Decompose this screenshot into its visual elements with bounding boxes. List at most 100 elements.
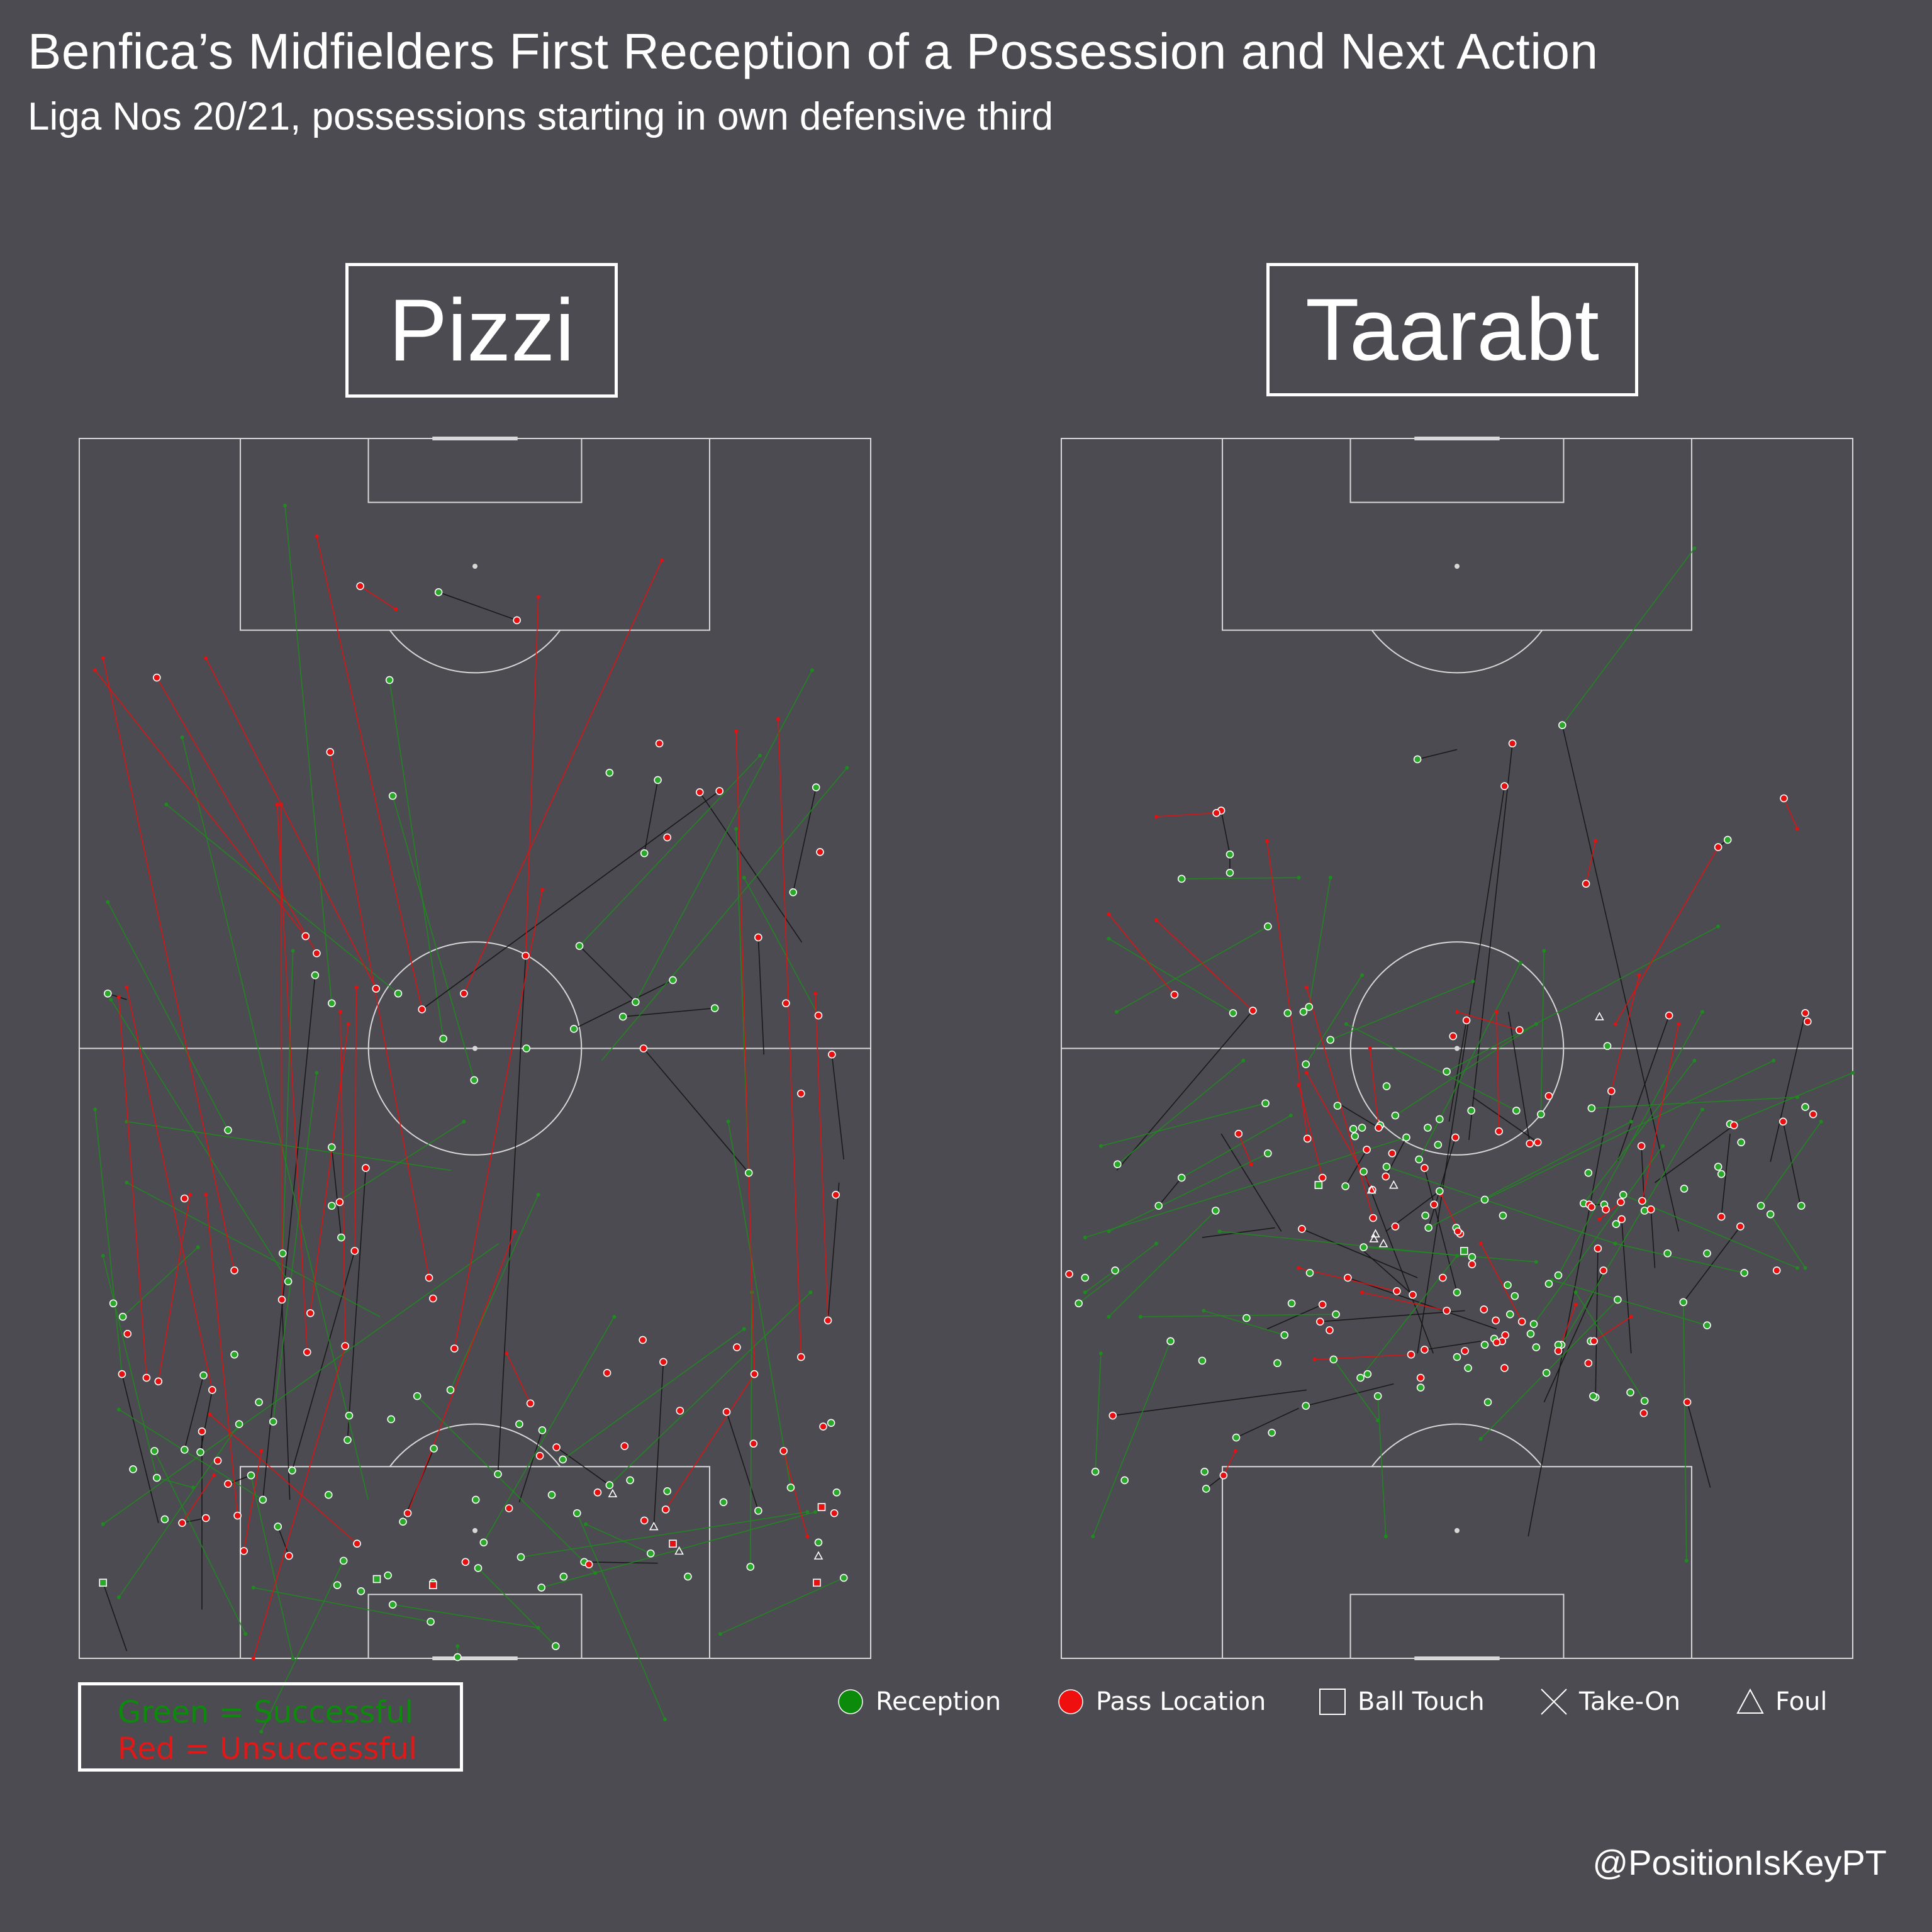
action-end-dot xyxy=(813,1510,817,1514)
action-end-dot xyxy=(1692,546,1697,550)
reception-marker xyxy=(1544,1280,1553,1288)
reception-marker xyxy=(1351,1132,1360,1141)
action-line-carry xyxy=(584,1561,658,1564)
reception-marker xyxy=(1373,1392,1382,1400)
action-end-dot xyxy=(1518,961,1522,965)
reception-marker-icon xyxy=(838,1689,863,1714)
reception-marker xyxy=(311,971,320,980)
legend-take-on: Take-On xyxy=(1540,1686,1680,1717)
reception-marker xyxy=(1382,1082,1391,1090)
action-line-success xyxy=(250,1475,294,1659)
action-end-dot xyxy=(101,1522,105,1526)
reception-marker xyxy=(1329,1355,1338,1364)
pass-location-marker xyxy=(749,1439,758,1448)
pass-location-marker xyxy=(1416,1373,1425,1382)
reception-marker xyxy=(109,1299,118,1308)
pass-location-marker xyxy=(513,616,521,625)
action-line-fail xyxy=(360,585,396,610)
action-end-dot xyxy=(1692,1058,1697,1063)
pass-location-marker xyxy=(1526,1139,1534,1148)
six-yard-box-bottom xyxy=(1349,1594,1565,1660)
action-line-success xyxy=(1085,1270,1116,1293)
action-line-carry xyxy=(1348,1277,1497,1330)
action-line-success xyxy=(94,1109,123,1375)
action-line-fail xyxy=(1223,1450,1236,1476)
action-line-carry xyxy=(199,1390,213,1453)
pass-location-marker xyxy=(224,1480,232,1488)
pass-location-marker xyxy=(341,1342,349,1350)
pass-location-marker xyxy=(1717,1212,1726,1221)
action-line-carry xyxy=(182,1517,206,1524)
action-line-success xyxy=(1540,951,1545,1115)
action-end-dot xyxy=(540,888,544,892)
pass-location-marker xyxy=(593,1488,602,1497)
pass-location-marker xyxy=(1714,843,1723,851)
reception-marker xyxy=(1198,1356,1207,1365)
pass-location-marker xyxy=(828,1050,836,1059)
pass-location-marker xyxy=(1382,1172,1390,1181)
reception-marker xyxy=(1505,1310,1514,1319)
pass-location-marker xyxy=(1393,1287,1401,1295)
action-end-dot xyxy=(734,729,739,734)
action-end-dot xyxy=(93,668,98,673)
pass-location-marker xyxy=(1639,1409,1648,1417)
action-line-fail xyxy=(1480,1243,1522,1322)
action-line-carry xyxy=(121,1374,159,1523)
action-end-dot xyxy=(116,1595,121,1600)
pass-location-marker xyxy=(118,1370,126,1378)
action-line-success xyxy=(579,755,761,947)
reception-marker xyxy=(1114,1160,1122,1169)
pass-location-marker xyxy=(832,1190,840,1199)
pass-location-marker xyxy=(240,1547,248,1555)
pass-location-marker xyxy=(230,1266,238,1275)
pass-location-marker xyxy=(277,1295,286,1304)
pass-location-marker xyxy=(1234,1129,1243,1138)
penalty-box-bottom xyxy=(1222,1466,1692,1660)
pass-location-marker xyxy=(695,788,704,796)
action-line-success xyxy=(1305,974,1363,1065)
legend-pass-location: Pass Location xyxy=(1057,1686,1266,1717)
action-line-fail xyxy=(1456,1011,1520,1031)
pass-location-marker xyxy=(233,1511,242,1520)
reception-marker xyxy=(454,1653,462,1661)
reception-marker xyxy=(399,1517,407,1526)
action-line-success xyxy=(1363,1246,1536,1263)
penalty-spot-top xyxy=(1455,564,1460,569)
action-end-dot xyxy=(1107,936,1111,941)
action-end-dot xyxy=(315,1071,319,1075)
player-name-taarabt: Taarabt xyxy=(1305,280,1599,379)
action-line-success xyxy=(1386,1166,1616,1244)
action-end-dot xyxy=(101,656,105,661)
color-key-green: Green = Successful xyxy=(118,1695,413,1730)
pass-location-marker xyxy=(1303,1134,1312,1143)
action-end-dot xyxy=(1217,1229,1222,1234)
pass-location-marker xyxy=(584,1560,593,1568)
action-line-success xyxy=(450,1194,539,1390)
pass-location-marker xyxy=(782,999,790,1008)
reception-marker xyxy=(479,1538,488,1547)
action-line-carry xyxy=(1112,1389,1307,1416)
reception-marker xyxy=(1756,1202,1765,1210)
reception-marker xyxy=(1280,1331,1289,1339)
action-line-success xyxy=(720,1577,844,1634)
action-end-dot xyxy=(1573,1302,1578,1307)
pass-location-marker xyxy=(1421,1164,1429,1172)
action-line-fail xyxy=(340,1012,346,1346)
action-end-dot xyxy=(536,595,540,600)
action-end-dot xyxy=(211,1473,216,1478)
action-end-dot xyxy=(805,1510,810,1514)
action-line-carry xyxy=(1721,1134,1731,1217)
six-yard-box-bottom xyxy=(367,1594,583,1660)
action-line-success xyxy=(1181,1115,1292,1178)
action-end-dot xyxy=(204,656,208,661)
action-line-success xyxy=(1615,1242,1745,1274)
action-end-dot xyxy=(1107,1315,1111,1319)
reception-marker xyxy=(1302,1060,1310,1069)
action-end-dot xyxy=(116,1407,121,1412)
six-yard-box-top xyxy=(1349,438,1565,503)
reception-marker xyxy=(1554,1271,1563,1280)
pass-location-marker xyxy=(1637,1142,1646,1150)
pass-location-marker xyxy=(1409,1290,1417,1299)
reception-marker xyxy=(663,1487,671,1495)
